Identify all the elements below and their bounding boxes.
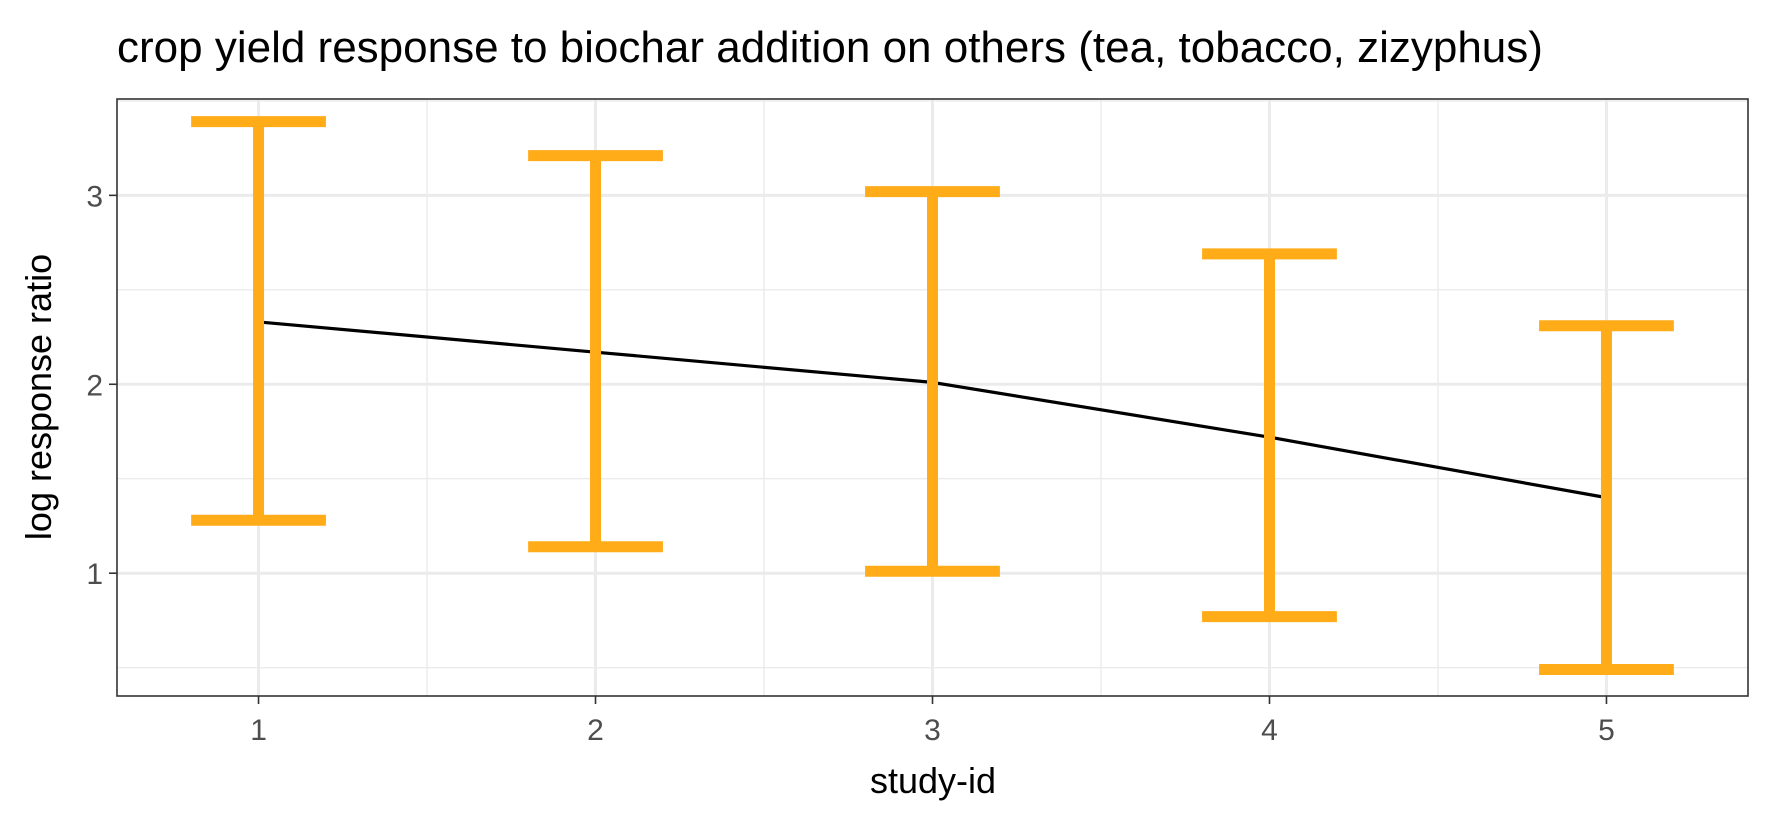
y-tick-label: 2 [86, 369, 103, 402]
x-tick-label: 5 [1598, 714, 1615, 747]
error-bar-2 [528, 150, 663, 553]
error-bar-3 [865, 186, 1000, 577]
chart-title: crop yield response to biochar addition … [117, 23, 1543, 72]
x-tick-label: 3 [924, 714, 941, 747]
error-bar-5 [1539, 320, 1674, 676]
error-bars [191, 116, 1674, 676]
x-axis-ticks: 1 2 3 4 5 [250, 696, 1615, 747]
y-tick-label: 3 [86, 180, 103, 213]
error-bar-1 [191, 116, 326, 526]
x-tick-label: 4 [1261, 714, 1278, 747]
error-bar-4 [1202, 248, 1337, 623]
x-axis-title: study-id [870, 760, 996, 801]
y-tick-label: 1 [86, 558, 103, 591]
y-axis-ticks: 1 2 3 [86, 180, 117, 591]
x-tick-label: 2 [587, 714, 604, 747]
y-axis-title: log response ratio [18, 254, 59, 540]
x-tick-label: 1 [250, 714, 267, 747]
